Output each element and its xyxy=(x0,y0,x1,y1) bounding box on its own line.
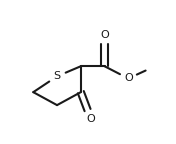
Text: O: O xyxy=(100,30,109,40)
Text: O: O xyxy=(124,73,133,84)
Text: S: S xyxy=(54,71,61,81)
Text: O: O xyxy=(87,114,95,124)
